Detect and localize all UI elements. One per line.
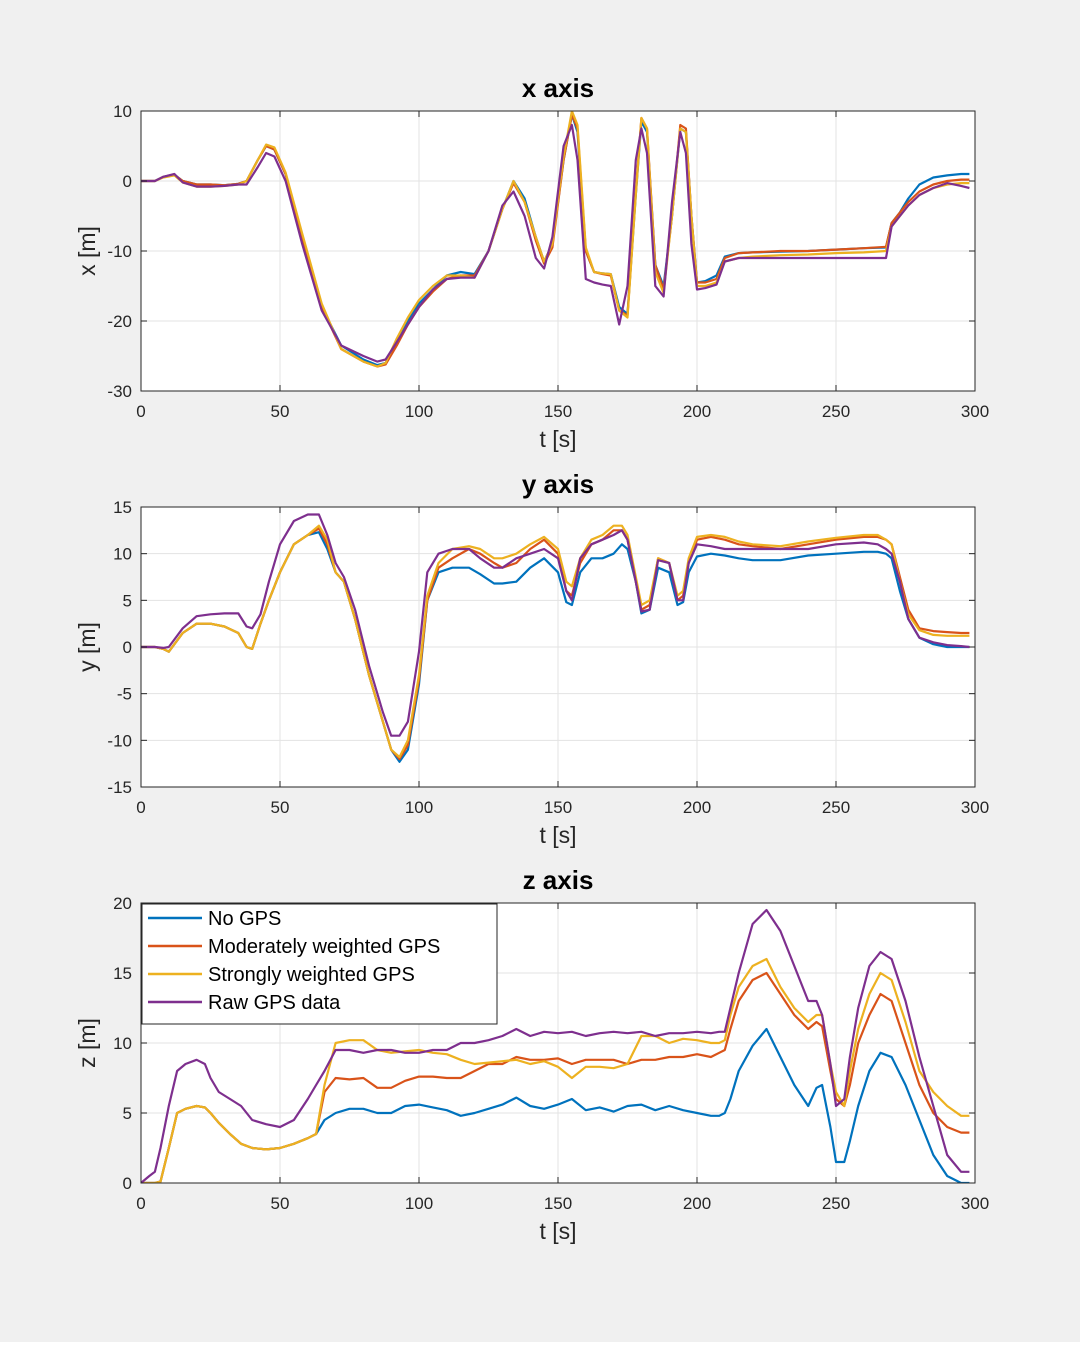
y-tick-label: -15 [107,778,132,797]
legend-entry: Moderately weighted GPS [208,936,440,958]
x-tick-label: 300 [961,798,989,817]
x-axis-label: t [s] [539,822,576,848]
x-tick-label: 250 [822,402,850,421]
x-tick-label: 150 [544,402,572,421]
x-tick-label: 200 [683,1194,711,1213]
y-tick-label: -10 [107,731,132,750]
x-tick-label: 200 [683,402,711,421]
x-tick-label: 300 [961,402,989,421]
x-tick-label: 150 [544,1194,572,1213]
y-tick-label: -10 [107,242,132,261]
series-line-strongly-weighted-gps [141,957,970,1183]
x-tick-label: 250 [822,798,850,817]
x-tick-label: 50 [271,798,290,817]
legend-box [141,903,498,1025]
y-tick-label: 5 [123,1104,132,1123]
legend-entry: Strongly weighted GPS [208,964,415,986]
y-tick-label: 10 [113,1034,132,1053]
y-tick-label: 0 [123,172,132,191]
series-line-raw-gps-data [141,908,970,1183]
chart-title: y axis [522,469,594,499]
series-line-strongly-weighted-gps [141,111,970,368]
x-axis-label: t [s] [539,426,576,452]
y-tick-label: -5 [117,685,132,704]
x-tick-label: 0 [136,1194,145,1213]
x-tick-label: 100 [405,402,433,421]
y-tick-label: 0 [123,1174,132,1193]
x-tick-label: 300 [961,1194,989,1213]
x-tick-label: 100 [405,798,433,817]
y-tick-label: -20 [107,312,132,331]
legend-entry: Raw GPS data [208,992,341,1014]
y-tick-label: 15 [113,964,132,983]
legend: No GPS Moderately weighted GPS Strongly we… [141,903,498,1025]
x-tick-label: 50 [271,402,290,421]
legend-entry: No GPS [208,908,281,930]
x-tick-label: 100 [405,1194,433,1213]
series-line-raw-gps-data [141,123,970,363]
y-tick-label: 10 [113,102,132,121]
x-tick-label: 250 [822,1194,850,1213]
y-tick-label: 0 [123,638,132,657]
chart-z-axis: 0 50 100 150 200 250 300 0 5 10 15 20 z axis t [s] z [… [74,865,989,1244]
y-tick-label: 10 [113,545,132,564]
chart-title: z axis [523,865,594,895]
chart-title: x axis [522,73,594,103]
chart-x-axis: 0 50 100 150 200 250 300 -30 -20 -10 0 10 x axis t [s… [74,73,989,452]
y-axis-label: x [m] [74,226,100,276]
chart-y-axis: 0 50 100 150 200 250 300 -15 -10 -5 0 5 10 15 y axis t … [74,469,989,848]
y-tick-label: 15 [113,498,132,517]
x-tick-label: 200 [683,798,711,817]
y-tick-label: -30 [107,382,132,401]
y-tick-label: 20 [113,894,132,913]
x-tick-label: 0 [136,798,145,817]
x-tick-label: 50 [271,1194,290,1213]
series-line-strongly-weighted-gps [141,524,970,759]
y-tick-label: 5 [123,591,132,610]
x-tick-label: 0 [136,402,145,421]
y-axis-label: z [m] [74,1018,100,1068]
y-axis-label: y [m] [74,622,100,672]
series-line-raw-gps-data [141,513,970,737]
x-axis-label: t [s] [539,1218,576,1244]
x-tick-label: 150 [544,798,572,817]
